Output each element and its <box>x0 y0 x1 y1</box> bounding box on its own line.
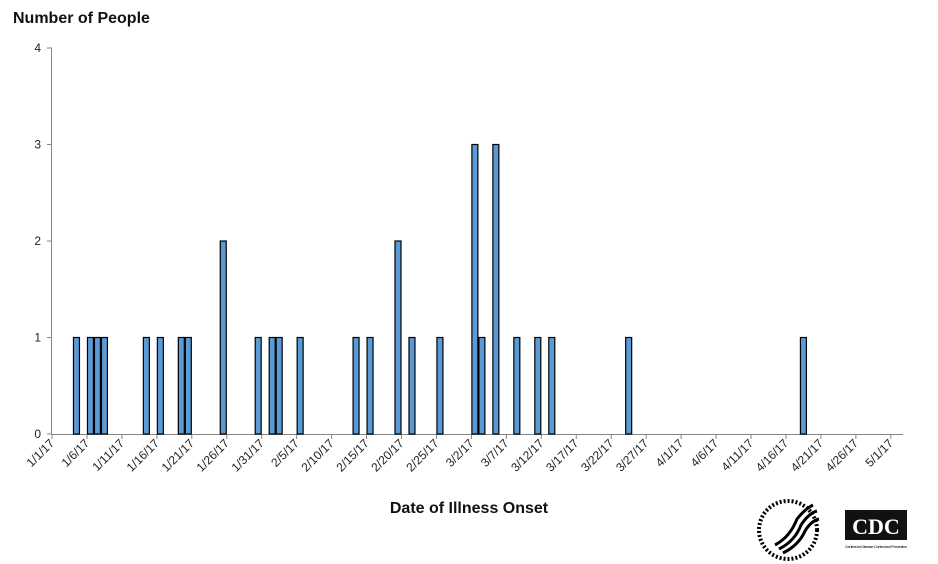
x-tick-label: 1/16/17 <box>124 436 162 474</box>
y-tick-label: 1 <box>34 331 41 345</box>
bar <box>142 336 150 435</box>
x-axis-title: Date of Illness Onset <box>390 500 549 517</box>
bar <box>100 336 109 435</box>
y-tick-label: 0 <box>34 427 41 441</box>
y-axis-title: Number of People <box>13 10 150 27</box>
x-tick-label: 1/31/17 <box>229 436 267 474</box>
bar <box>471 143 479 435</box>
bar <box>408 336 416 435</box>
bar <box>93 336 102 435</box>
bar <box>254 336 262 435</box>
bar <box>799 336 808 435</box>
x-tick-label: 3/12/17 <box>508 436 546 474</box>
x-tick-label: 2/15/17 <box>333 436 371 474</box>
x-tick-label: 3/22/17 <box>578 436 616 474</box>
bar <box>513 336 521 435</box>
x-tick-label: 3/7/17 <box>478 436 512 470</box>
bar <box>156 336 164 435</box>
bar <box>177 336 185 435</box>
y-tick-label: 3 <box>34 138 41 152</box>
bar <box>534 336 542 435</box>
bar <box>478 336 486 435</box>
x-tick-label: 2/5/17 <box>268 436 302 470</box>
x-tick-label: 2/20/17 <box>368 436 406 474</box>
x-tick-label: 2/10/17 <box>299 436 337 474</box>
x-tick-label: 3/17/17 <box>543 436 581 474</box>
x-tick-label: 1/6/17 <box>59 436 93 470</box>
bar <box>436 336 444 435</box>
x-tick-label: 4/26/17 <box>823 436 861 474</box>
bar <box>394 240 402 435</box>
x-tick-label: 1/21/17 <box>159 436 197 474</box>
x-tick-label: 1/11/17 <box>89 436 127 474</box>
x-tick-label: 3/2/17 <box>443 436 477 470</box>
bar <box>492 143 500 435</box>
x-tick-label: 4/1/17 <box>653 436 687 470</box>
bar <box>548 336 556 435</box>
x-tick-label: 5/1/17 <box>862 436 896 470</box>
bar <box>296 336 304 435</box>
cdc-logo: CDC Centers for Disease Control and Prev… <box>845 510 907 549</box>
svg-text:CDC: CDC <box>852 514 900 539</box>
bar <box>219 240 227 435</box>
svg-text:Centers for Disease Control an: Centers for Disease Control and Preventi… <box>845 544 907 549</box>
x-tick-label: 3/27/17 <box>613 436 651 474</box>
y-tick-label: 2 <box>34 234 41 248</box>
bar <box>86 336 95 435</box>
x-tick-label: 2/25/17 <box>403 436 441 474</box>
hhs-logo <box>757 499 820 561</box>
bar <box>352 336 360 435</box>
bar <box>72 336 81 435</box>
bar <box>184 336 192 435</box>
x-tick-label: 4/11/17 <box>719 436 757 474</box>
y-tick-label: 4 <box>34 41 41 55</box>
x-tick-label: 1/26/17 <box>194 436 232 474</box>
bar <box>268 336 276 435</box>
bar <box>625 336 633 435</box>
x-tick-label: 4/16/17 <box>753 436 791 474</box>
bar <box>275 336 283 435</box>
x-tick-label: 4/21/17 <box>788 436 826 474</box>
x-tick-label: 1/1/17 <box>24 436 58 470</box>
bar <box>366 336 374 435</box>
x-tick-label: 4/6/17 <box>688 436 722 470</box>
